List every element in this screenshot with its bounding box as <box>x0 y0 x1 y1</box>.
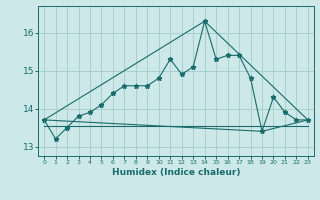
X-axis label: Humidex (Indice chaleur): Humidex (Indice chaleur) <box>112 168 240 177</box>
